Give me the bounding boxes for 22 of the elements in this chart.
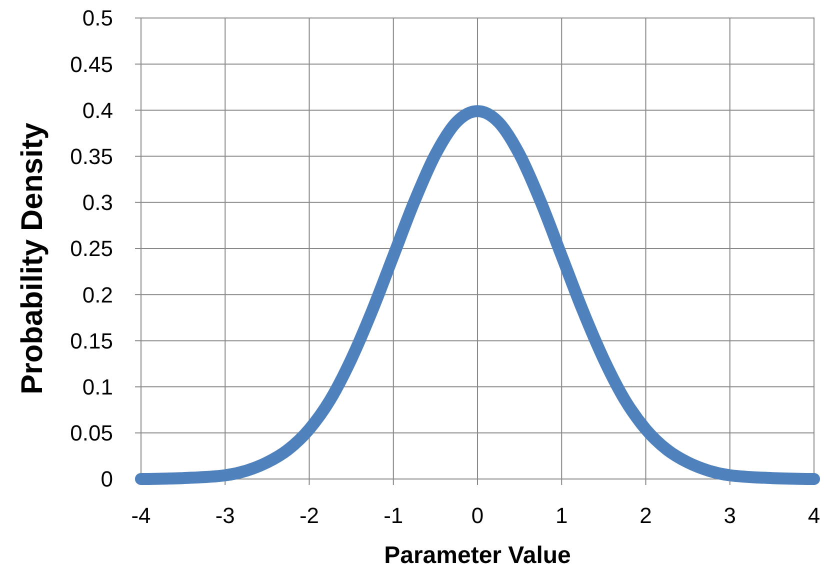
x-tick-label: -4	[131, 503, 151, 528]
x-tick-label: 0	[471, 503, 484, 528]
y-tick-label: 0.1	[82, 374, 113, 400]
y-tick-label: 0.2	[82, 282, 113, 308]
y-tick-label: 0.25	[70, 236, 113, 262]
x-tick-label: -2	[299, 503, 320, 528]
y-axis-title: Probability Density	[16, 122, 49, 394]
x-tick-label: 1	[556, 503, 568, 528]
x-axis-title: Parameter Value	[384, 542, 571, 569]
x-tick-label: 4	[808, 503, 820, 528]
y-tick-label: 0.15	[70, 328, 113, 354]
y-tick-label: 0	[100, 466, 113, 492]
y-tick-label: 0.35	[70, 144, 113, 169]
x-tick-label: 3	[724, 503, 736, 528]
x-tick-label: -1	[384, 503, 404, 528]
x-tick-label: -3	[215, 503, 235, 528]
y-tick-label: 0.05	[70, 420, 113, 446]
y-tick-label: 0.5	[82, 6, 113, 31]
x-tick-label: 2	[640, 503, 652, 528]
y-tick-label: 0.45	[70, 52, 113, 77]
y-tick-label: 0.3	[82, 190, 113, 216]
y-tick-label: 0.4	[82, 98, 113, 123]
